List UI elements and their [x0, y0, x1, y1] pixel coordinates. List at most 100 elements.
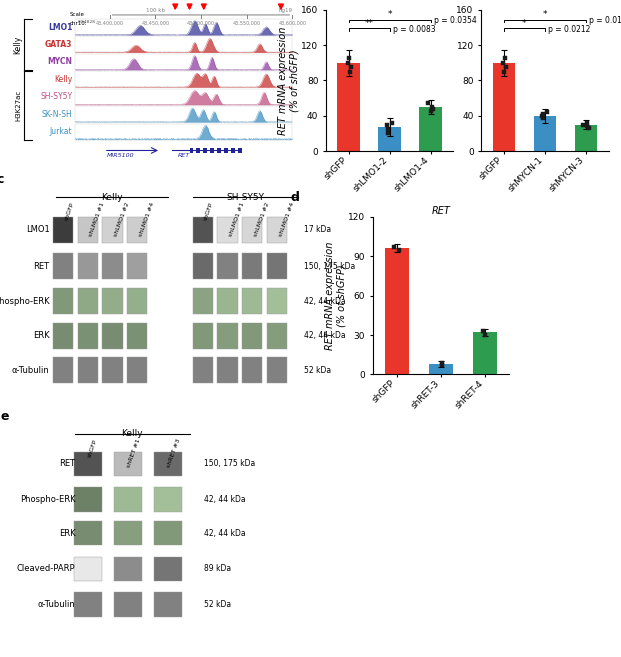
Bar — [337, 63, 360, 151]
Bar — [75, 106, 292, 122]
Bar — [378, 127, 401, 151]
Point — [427, 106, 437, 117]
Bar — [102, 254, 123, 279]
Bar — [127, 217, 148, 242]
Bar — [78, 288, 98, 314]
Y-axis label: RET mRNA expression
(% of shGFP): RET mRNA expression (% of shGFP) — [278, 26, 300, 135]
Text: Kelly: Kelly — [101, 193, 122, 202]
Bar — [242, 288, 262, 314]
Bar — [53, 357, 73, 384]
Bar — [78, 217, 98, 242]
Bar — [154, 521, 183, 545]
Bar — [127, 323, 148, 349]
Text: shLMO1 #1: shLMO1 #1 — [89, 202, 106, 237]
Text: **: ** — [365, 19, 374, 28]
Text: RET: RET — [178, 153, 190, 158]
Bar — [217, 288, 237, 314]
Bar — [189, 148, 193, 153]
Point — [343, 58, 353, 68]
Text: 42, 44 kDa: 42, 44 kDa — [304, 296, 346, 306]
Bar — [114, 556, 142, 581]
Bar — [193, 217, 212, 242]
Bar — [217, 323, 237, 349]
Text: α-Tubulin: α-Tubulin — [37, 600, 75, 609]
Bar — [267, 357, 287, 384]
Bar — [114, 487, 142, 512]
Text: 52 kDa: 52 kDa — [304, 366, 332, 375]
Bar — [74, 593, 102, 617]
Bar — [574, 125, 597, 151]
Bar — [242, 254, 262, 279]
Point — [382, 120, 392, 130]
Text: 150, 175 kDa: 150, 175 kDa — [304, 262, 356, 271]
Point — [542, 107, 552, 118]
Text: 0.54828: 0.54828 — [78, 20, 96, 24]
Text: 43,600,000: 43,600,000 — [278, 21, 306, 26]
Bar — [204, 148, 207, 153]
Point — [344, 53, 354, 64]
Bar — [78, 357, 98, 384]
Text: SK-N-SH: SK-N-SH — [42, 110, 73, 119]
Bar — [154, 451, 183, 476]
Text: p = 0.0083: p = 0.0083 — [393, 25, 435, 34]
Point — [538, 112, 548, 123]
Bar — [74, 556, 102, 581]
Point — [383, 124, 392, 134]
Text: RET: RET — [34, 262, 50, 271]
Point — [582, 121, 592, 131]
Bar — [385, 248, 409, 374]
Point — [578, 120, 588, 130]
Text: 43,550,000: 43,550,000 — [233, 21, 261, 26]
Text: 43,400,000: 43,400,000 — [96, 21, 124, 26]
Bar — [473, 332, 497, 374]
Bar — [267, 217, 287, 242]
Text: hg19: hg19 — [278, 9, 292, 13]
Text: 42, 44 kDa: 42, 44 kDa — [204, 495, 245, 504]
Point — [437, 360, 446, 371]
Point — [537, 110, 547, 121]
Text: shLMO1 #4: shLMO1 #4 — [278, 202, 295, 237]
Bar — [217, 148, 220, 153]
Point — [345, 66, 355, 77]
Bar — [127, 357, 148, 384]
Text: 43,450,000: 43,450,000 — [141, 21, 170, 26]
Text: shLMO1 #2: shLMO1 #2 — [253, 202, 270, 237]
Text: 42, 44 kDa: 42, 44 kDa — [304, 331, 346, 340]
Bar — [242, 357, 262, 384]
Text: e: e — [1, 409, 9, 422]
Bar — [193, 288, 212, 314]
Bar — [267, 254, 287, 279]
Point — [499, 66, 509, 77]
Text: d: d — [291, 191, 299, 204]
Bar — [267, 323, 287, 349]
Text: shGFP: shGFP — [204, 202, 215, 221]
Text: 89 kDa: 89 kDa — [204, 564, 231, 574]
Text: p = 0.0109: p = 0.0109 — [589, 16, 621, 25]
Text: RET: RET — [59, 459, 75, 468]
Text: shGFP: shGFP — [64, 202, 75, 221]
Point — [394, 244, 404, 255]
Bar — [53, 288, 73, 314]
Title: RET: RET — [432, 206, 450, 216]
Text: 150, 175 kDa: 150, 175 kDa — [204, 459, 255, 468]
Bar — [127, 254, 148, 279]
Bar — [102, 288, 123, 314]
Bar — [193, 323, 212, 349]
Bar — [242, 217, 262, 242]
Text: shLMO1 #4: shLMO1 #4 — [138, 202, 155, 237]
Text: Cleaved-PARP: Cleaved-PARP — [17, 564, 75, 574]
Bar — [211, 148, 214, 153]
Text: a: a — [1, 0, 9, 3]
Point — [437, 357, 447, 368]
Bar — [154, 556, 183, 581]
Point — [389, 242, 399, 252]
Text: shRET #1: shRET #1 — [127, 438, 142, 468]
Text: Jurkat: Jurkat — [50, 127, 73, 136]
Point — [498, 58, 508, 68]
Bar — [78, 254, 98, 279]
Bar — [75, 71, 292, 87]
Text: α-Tubulin: α-Tubulin — [12, 366, 50, 375]
Text: chr10:: chr10: — [70, 21, 87, 26]
Text: Scale: Scale — [70, 12, 84, 16]
Point — [347, 62, 356, 72]
